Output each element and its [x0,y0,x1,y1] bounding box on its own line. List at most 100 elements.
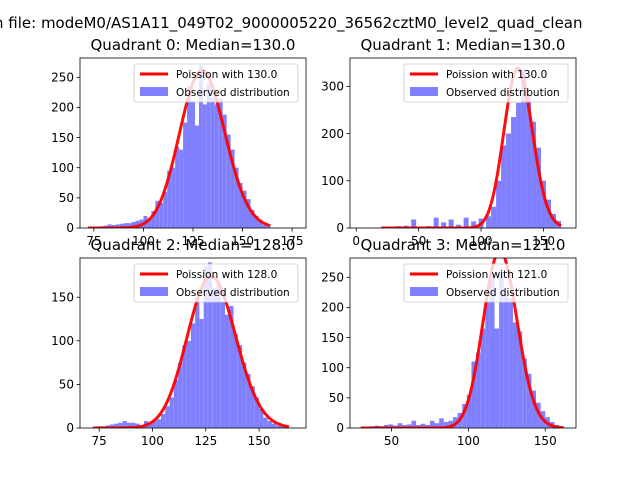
histogram-bar [508,298,513,428]
legend: Poission with 130.0 Observed distribution [403,63,569,103]
histogram-bar [546,199,552,228]
histogram-bar [536,147,542,228]
histogram-bar [131,221,136,228]
x-tick-label: 100 [141,434,164,448]
histogram-bar [156,419,162,428]
histogram-bar [220,301,225,428]
histogram-bar [126,422,132,428]
panel-title: Quadrant 2: Median=128.0 [91,236,296,254]
y-tick-label: 0 [66,221,74,235]
histogram-bar [266,226,271,228]
histogram-bar [152,421,157,428]
histogram-bar [182,345,187,428]
y-tick-label: 100 [321,361,344,375]
histogram-bar [246,373,251,428]
histogram-bars [360,271,564,428]
x-tick-label: 175 [281,234,304,248]
histogram-bar [406,424,412,428]
histogram-bar [238,182,243,228]
y-tick-label: 150 [321,331,344,345]
histogram-bar [491,206,497,228]
axes-frame [349,57,577,229]
histogram-bar [115,224,120,228]
histogram-bar [229,305,234,428]
histogram-bar [280,426,285,428]
histogram-bar [416,424,421,428]
histogram-bar [541,180,547,228]
histogram-bar [179,149,184,228]
histogram-bar [171,167,176,228]
histogram-bar [439,418,444,428]
histogram-bar [420,423,426,428]
legend-poisson-label: Poission with 130.0 [176,69,277,81]
histogram-bar [254,215,259,228]
x-tick-label: 100 [132,234,155,248]
histogram-bar [526,373,532,428]
histogram-bar [186,340,191,428]
panel-title: Quadrant 0: Median=130.0 [91,36,296,54]
histogram-bar [254,397,260,428]
histogram-bar [246,199,251,228]
panels: 75 100 125 150 175 0 50 100 150 200 250 Quadrant 0:… [51,36,577,448]
histogram-bar [178,362,183,428]
histogram-bar [233,333,238,428]
histogram-bar [263,417,268,428]
histogram-bar [207,262,213,428]
y-tick-label: 250 [51,70,74,84]
legend-hist-label: Observed distribution [446,87,560,99]
x-tick-label: 150 [231,234,254,248]
histogram-bar [226,134,231,228]
histogram-bar [258,220,263,228]
histogram-bar [443,421,449,428]
histogram-bar [123,223,128,228]
histogram-bar [536,402,541,428]
y-tick-label: 100 [321,174,344,188]
histogram-bar [107,224,112,228]
x-tick-label: 75 [86,234,101,248]
histogram-bar [531,390,537,428]
histogram-bar [190,323,196,428]
histogram-bar [135,220,140,228]
legend-box [403,263,569,303]
histogram-bar [206,83,211,228]
legend: Poission with 130.0 Observed distribution [133,63,299,103]
histogram-bar [230,149,235,228]
y-tick-label: 300 [321,80,344,94]
x-tick-label: 150 [532,234,555,248]
histogram-bar [191,101,195,228]
histogram-bar [429,420,435,428]
histogram-bar [522,358,527,428]
axes-frame [349,257,577,429]
histogram-bar [485,301,490,428]
panel-title: Quadrant 1: Median=130.0 [361,36,566,54]
histogram-bar [242,362,247,428]
quadrant-1-panel: 0 50 100 150 0 100 200 300 Quadrant 1: Median=13… [321,36,577,248]
histogram-bar [489,277,495,428]
histogram-bar [119,223,124,228]
histogram-bar [109,424,115,428]
histogram-bar [471,221,477,228]
histogram-bar [155,200,160,228]
histogram-bars [87,65,271,228]
histogram-bar [397,423,403,428]
histogram-bar [448,219,454,228]
histogram-bar [402,424,407,428]
histogram-bar [151,211,156,228]
legend-poisson-label: Poission with 128.0 [176,269,277,281]
histogram-bar [276,425,281,428]
histogram-bar [471,361,477,428]
legend-hist-swatch [410,87,438,96]
histogram-bar [466,394,472,428]
y-tick-label: 100 [51,161,74,175]
histogram-bar [463,217,469,228]
histogram-bar [173,380,179,428]
histogram-bar [259,408,264,428]
histogram-bar [242,190,247,228]
histogram-bar [250,386,255,428]
histogram-bar [516,102,522,228]
histogram-bar [480,328,486,428]
legend-box [133,263,299,303]
histogram-bar [163,191,168,228]
y-tick-label: 50 [329,391,344,405]
